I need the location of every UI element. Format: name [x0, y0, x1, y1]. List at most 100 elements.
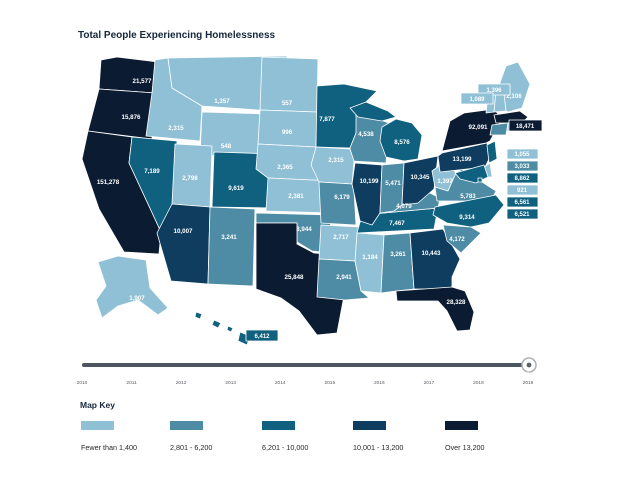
- legend-swatch-5: [445, 421, 478, 430]
- state-illinois[interactable]: [351, 162, 383, 226]
- callout-new-jersey[interactable]: 8,862: [506, 172, 539, 184]
- callout-delaware[interactable]: 921: [506, 184, 539, 196]
- legend-label-1: Fewer than 1,400: [81, 443, 137, 452]
- state-missouri[interactable]: [318, 181, 357, 226]
- state-connecticut[interactable]: [489, 122, 509, 136]
- state-label-kentucky: 4,079: [396, 203, 412, 210]
- svg-text:3,033: 3,033: [514, 164, 530, 170]
- state-label-minnesota: 7,877: [319, 116, 335, 123]
- state-florida[interactable]: [395, 286, 475, 332]
- state-label-arizona: 10,007: [174, 228, 193, 235]
- state-montana[interactable]: [167, 55, 288, 113]
- state-label-california: 151,278: [97, 179, 120, 186]
- state-label-south-carolina: 4,172: [449, 236, 465, 243]
- state-alabama[interactable]: [380, 232, 415, 294]
- svg-text:18,471: 18,471: [516, 124, 535, 130]
- year-label-2014: 2014: [275, 380, 286, 386]
- state-ohio[interactable]: [401, 155, 439, 206]
- state-label-missouri: 6,179: [334, 194, 350, 201]
- year-label-2018: 2018: [473, 380, 484, 386]
- year-label-2015: 2015: [324, 380, 335, 386]
- state-label-wisconsin: 4,538: [358, 131, 374, 138]
- chart-title: Total People Experiencing Homelessness: [78, 30, 276, 41]
- timeline-year-labels: 2010 2011 2012 2013 2014 2015 2016 2017 …: [77, 380, 534, 386]
- state-label-idaho: 2,315: [168, 125, 184, 132]
- state-label-nebraska: 2,365: [277, 164, 293, 171]
- svg-text:6,412: 6,412: [254, 334, 270, 340]
- state-label-alabama: 3,261: [390, 251, 406, 258]
- legend-swatch-3: [262, 421, 295, 430]
- state-mississippi[interactable]: [354, 232, 385, 294]
- state-label-arkansas: 2,717: [333, 234, 349, 241]
- state-label-texas: 25,848: [285, 274, 304, 281]
- state-georgia[interactable]: [409, 228, 461, 290]
- svg-text:1,396: 1,396: [486, 88, 502, 94]
- state-label-west-virginia: 1,397: [437, 178, 453, 185]
- state-district-of-columbia[interactable]: [477, 177, 483, 183]
- callout-hawaii[interactable]: 6,412: [245, 329, 279, 342]
- state-label-louisiana: 2,941: [336, 274, 352, 281]
- year-label-2016: 2016: [374, 380, 385, 386]
- state-label-pennsylvania: 13,199: [453, 156, 472, 163]
- legend-label-3: 6,201 - 10,000: [262, 443, 309, 452]
- state-north-carolina[interactable]: [432, 194, 505, 228]
- timeline-major-ticks: [81, 371, 529, 377]
- state-texas[interactable]: [255, 222, 345, 336]
- timeline-slider-track[interactable]: [82, 363, 531, 367]
- state-value-labels: 21,577 15,876 151,278 7,189 2,315 1,357 …: [97, 78, 522, 306]
- state-label-wyoming: 548: [221, 143, 232, 150]
- timeline-minor-ticks: [93, 371, 516, 375]
- state-label-new-york: 92,091: [469, 124, 488, 131]
- state-alaska[interactable]: [95, 255, 169, 319]
- year-label-2013: 2013: [225, 380, 236, 386]
- callout-rhode-island[interactable]: 1,055: [506, 148, 539, 160]
- svg-text:1,089: 1,089: [469, 97, 485, 103]
- state-label-virginia: 5,783: [460, 193, 476, 200]
- state-indiana[interactable]: [379, 162, 405, 214]
- legend-item-1: Fewer than 1,400: [81, 421, 137, 452]
- state-arkansas[interactable]: [318, 224, 360, 262]
- state-label-nevada: 7,189: [144, 168, 160, 175]
- state-label-colorado: 9,619: [228, 185, 244, 192]
- svg-text:921: 921: [517, 188, 528, 194]
- callout-maryland[interactable]: 6,561: [506, 196, 539, 208]
- state-label-montana: 1,357: [214, 98, 230, 105]
- legend-swatch-4: [353, 421, 386, 430]
- state-label-oklahoma: 3,944: [296, 226, 312, 233]
- callout-massachusetts[interactable]: 18,471: [508, 119, 543, 132]
- state-label-south-dakota: 996: [282, 129, 293, 136]
- state-new-mexico[interactable]: [207, 206, 256, 287]
- legend-item-5: Over 13,200: [445, 421, 485, 452]
- state-label-maine: 2,106: [506, 93, 522, 100]
- state-label-georgia: 10,443: [422, 250, 441, 257]
- state-arizona[interactable]: [156, 203, 211, 285]
- state-label-tennessee: 7,467: [389, 220, 405, 227]
- year-label-2010: 2010: [77, 380, 88, 386]
- callout-connecticut[interactable]: 3,033: [506, 160, 539, 172]
- callout-vermont[interactable]: 1,089: [460, 92, 494, 105]
- state-hawaii-island-3[interactable]: [226, 325, 234, 333]
- state-michigan-upper[interactable]: [349, 101, 397, 122]
- legend-label-2: 2,801 - 6,200: [170, 443, 213, 452]
- state-washington[interactable]: [98, 56, 159, 94]
- state-label-north-dakota: 557: [282, 100, 293, 107]
- state-label-washington: 21,577: [133, 78, 152, 85]
- callout-new-hampshire[interactable]: 1,396: [477, 83, 511, 96]
- legend-item-4: 10,001 - 13,200: [353, 421, 403, 452]
- callout-district-of-columbia[interactable]: 6,521: [506, 208, 539, 220]
- timeline-slider-handle[interactable]: [521, 357, 537, 373]
- year-label-2012: 2012: [176, 380, 187, 386]
- state-label-michigan: 8,576: [394, 139, 410, 146]
- state-hawaii-island-1[interactable]: [194, 311, 203, 320]
- state-south-carolina[interactable]: [442, 224, 482, 254]
- state-hawaii-island-2[interactable]: [211, 319, 222, 329]
- timeline-slider: 2010 2011 2012 2013 2014 2015 2016 2017 …: [77, 357, 537, 386]
- state-michigan[interactable]: [379, 118, 423, 162]
- svg-text:8,862: 8,862: [514, 176, 530, 182]
- year-label-2019: 2019: [523, 380, 534, 386]
- state-new-jersey[interactable]: [486, 140, 498, 164]
- state-label-mississippi: 1,184: [362, 254, 378, 261]
- state-label-florida: 28,328: [447, 299, 466, 306]
- state-iowa[interactable]: [310, 146, 355, 185]
- state-label-north-carolina: 9,314: [459, 214, 475, 221]
